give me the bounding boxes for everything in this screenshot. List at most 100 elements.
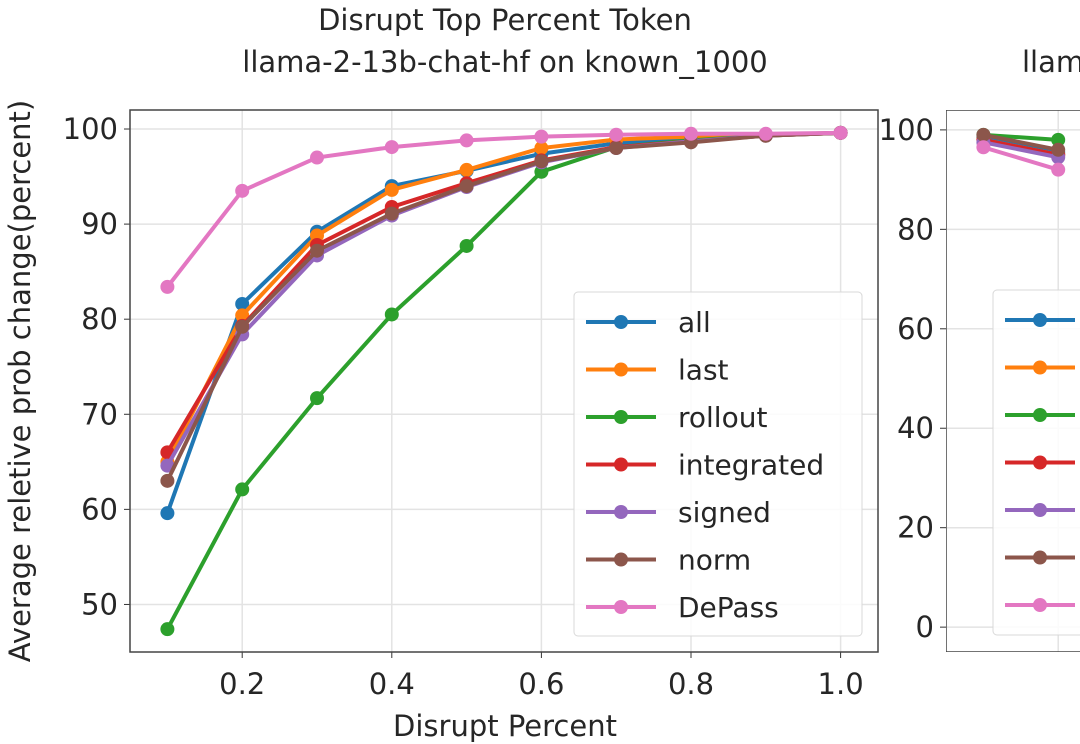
data-point [459,162,474,177]
y-tick-label: 100 [879,113,934,147]
x-tick-label: 0 [1049,667,1067,701]
series-line [165,130,841,482]
y-tick-label: 80 [81,302,118,336]
y-tick-label: 80 [897,212,934,246]
y-tick-label: 70 [81,397,118,431]
legend-marker [1033,360,1047,375]
data-point [1051,162,1066,177]
y-tick-label: 100 [63,112,118,146]
data-point [833,125,848,140]
legend-label: integrated [678,449,824,482]
y-tick-label: 60 [897,312,934,346]
data-point [534,141,549,156]
series-line [983,140,1059,160]
plot-frame [129,109,879,653]
data-point [609,127,624,142]
data-point [310,391,324,406]
legend-marker [614,315,628,329]
data-point [459,179,474,194]
legend-marker [1033,598,1047,612]
legend-marker [614,505,628,519]
legend-marker [614,600,628,614]
legend-label: DePass [678,591,779,624]
data-point [1051,142,1066,157]
chart-title: Disrupt Top Percent Token [318,3,692,37]
data-point [976,140,991,155]
legend-item: all [586,306,711,339]
data-point [758,126,773,141]
series-line [983,137,1059,157]
y-tick-label: 60 [81,492,118,526]
data-point [459,133,474,148]
data-point [160,279,175,294]
x-axis-label: Disrupt Percent [393,709,617,743]
chart-subtitle: llama-2-13b-chat-hf on known_1000 [242,45,767,79]
y-tick-label: 0 [916,610,934,644]
legend-marker [1033,503,1047,517]
data-point [235,296,250,311]
legend-marker [1033,313,1047,327]
y-axis-label: Average reletive prob change(percent) [3,100,37,662]
data-point [976,127,991,142]
legend-item [1005,455,1075,470]
data-point [384,182,399,197]
plot-area [130,110,878,652]
data-point [160,622,175,637]
data-point [235,183,250,198]
legend-label: last [678,354,729,387]
data-point [235,319,250,334]
legend-label: signed [678,496,771,529]
legend-frame [573,291,863,637]
plot-2: 0 [946,110,1080,701]
series-norm [160,125,848,488]
data-point [459,238,474,253]
legend-item: integrated [586,449,824,482]
legend-item [1005,598,1075,612]
legend-item: DePass [586,591,779,624]
legend-item: norm [586,544,751,577]
data-point [384,140,399,155]
legend-marker [614,362,628,377]
series-line [165,130,841,289]
legend-marker [1033,550,1047,565]
x-tick-label: 0.6 [518,667,564,701]
data-point [1051,132,1066,147]
y-tick-label: 20 [897,511,934,545]
legend-item: rollout [586,401,767,434]
legend-label: norm [678,544,751,577]
y-tick-label: 90 [81,207,118,241]
x-tick-label: 0.4 [369,667,415,701]
legend-marker [614,410,628,424]
x-tick-label: 1.0 [818,667,864,701]
data-point [235,308,250,323]
data-point [534,154,549,169]
legend-marker [1033,408,1047,422]
data-point [684,126,698,141]
data-point [609,141,624,156]
y-tick-label: 40 [897,411,934,445]
data-point [310,243,324,258]
legend-item: signed [586,496,771,529]
series-line [976,140,1066,177]
legend [992,289,1080,636]
legend-marker [1033,455,1047,470]
chart2-title: llam [1022,45,1080,79]
legend-item [1005,313,1075,327]
plot-2-axis: 0 20 40 60 80 100 [879,113,946,644]
data-point [235,482,250,497]
legend: all last rollout integrated signed norm DePass [573,291,863,637]
legend-item [1005,360,1075,375]
data-point [384,206,399,221]
legend-label: all [678,306,711,339]
series-line [976,127,1066,157]
data-point [384,307,399,322]
legend-label: rollout [678,401,767,434]
legend-item [1005,503,1075,517]
data-point [310,150,324,165]
plot-1: 0.2 0.4 0.6 0.8 1.0 50 60 70 80 90 100 all last rollo… [63,109,879,701]
series-line [983,135,1059,155]
data-point [160,506,175,521]
legend-item [1005,408,1075,422]
data-point [160,473,175,488]
